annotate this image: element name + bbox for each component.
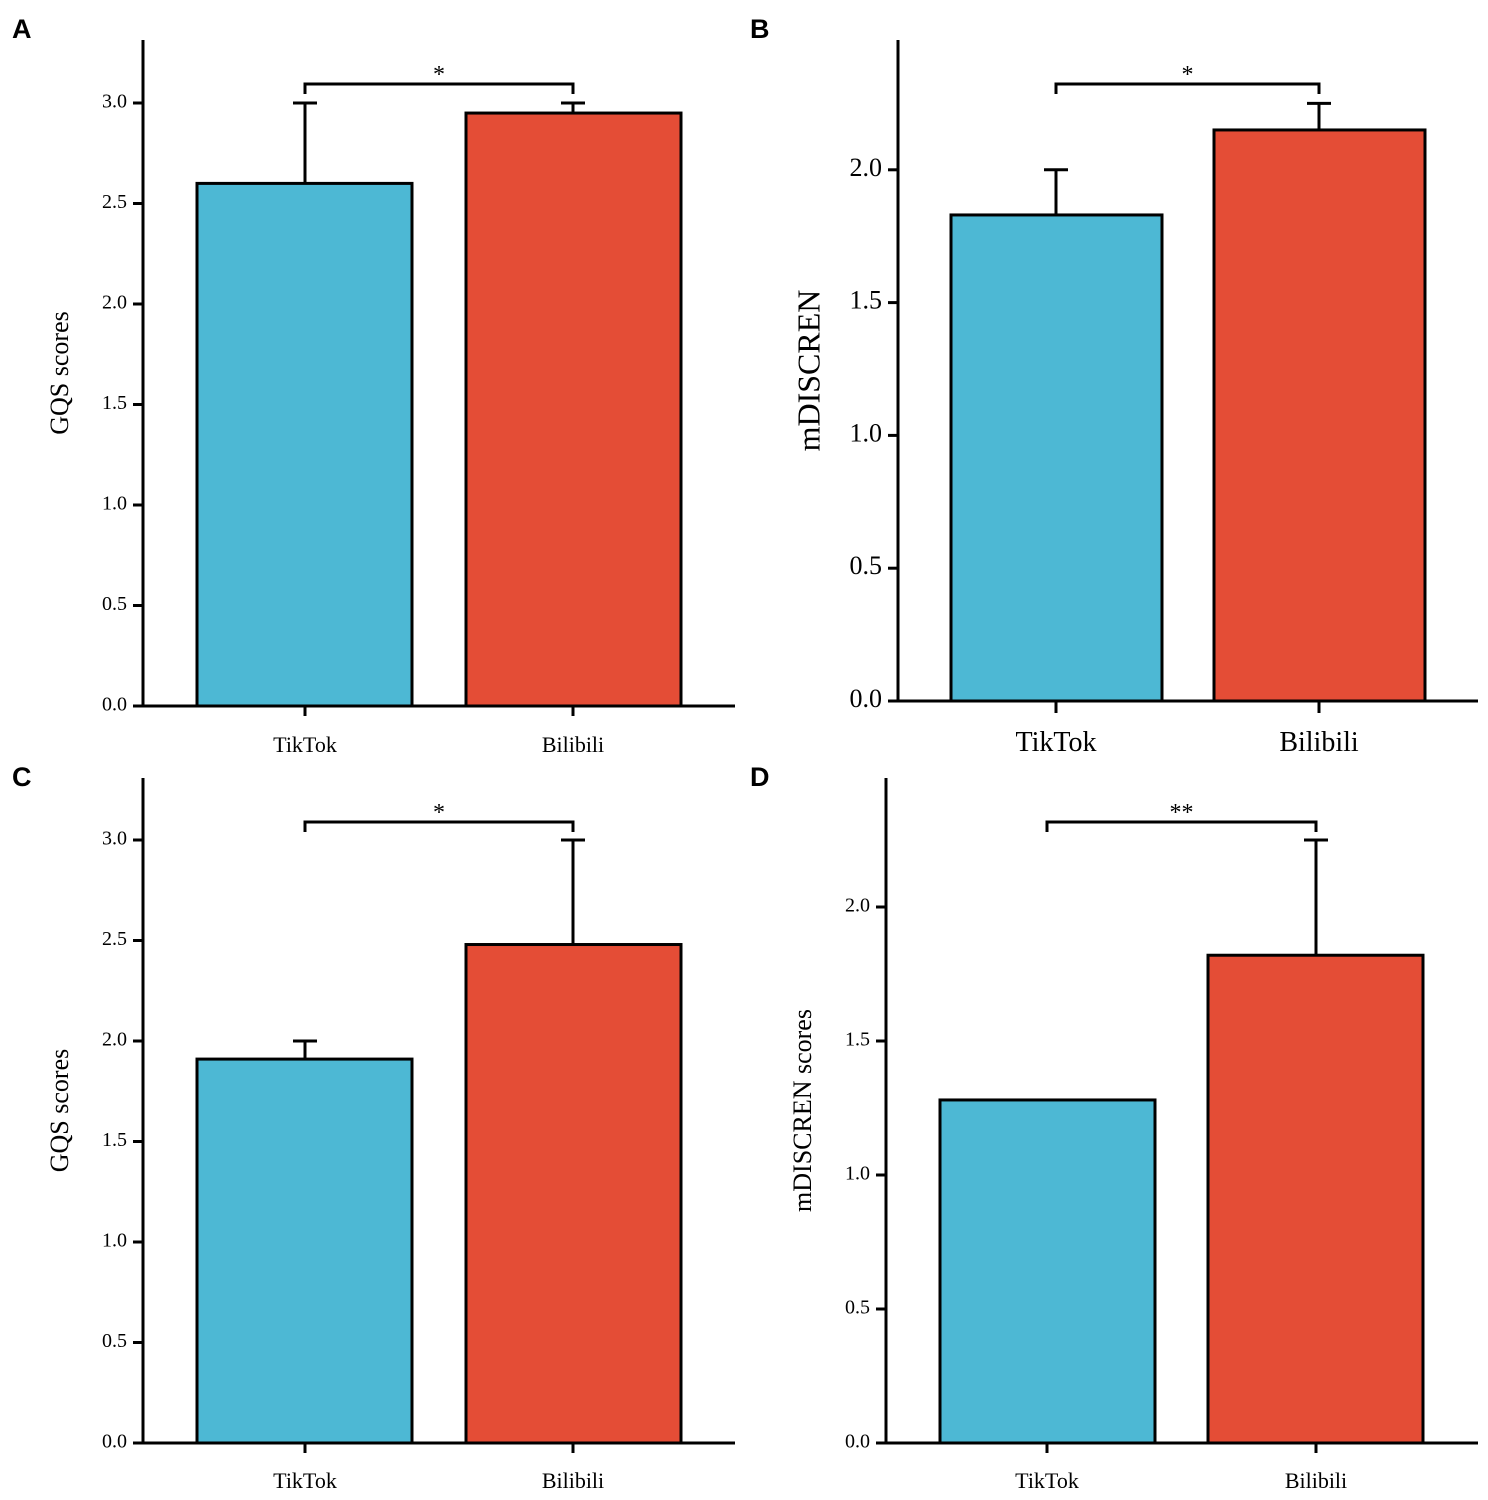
- panel-letter: D: [750, 762, 770, 792]
- panel-b: B 0.0 0.5 1.0 1.5 2.0 mDISCREN TikTok Bilibili *: [750, 14, 1478, 758]
- significance-label: *: [1182, 62, 1194, 88]
- bar-tiktok: [195, 181, 414, 708]
- y-tick-label: 1.0: [102, 493, 127, 515]
- error-bar-bilibili: [1307, 101, 1331, 130]
- y-tick-label: 2.0: [102, 1029, 127, 1051]
- y-tick-label: 2.5: [102, 928, 127, 950]
- panel-letter: C: [12, 762, 32, 792]
- y-tick-label: 1.5: [845, 1029, 870, 1051]
- bar-bilibili: [1212, 128, 1427, 703]
- panel-d: D 0.0 0.5 1.0 1.5 2.0 mDISCREN scores TikTok Bil…: [750, 762, 1478, 1493]
- significance-label: *: [433, 800, 445, 826]
- x-tick-label-bilibili: Bilibili: [1285, 1468, 1347, 1493]
- bar-bilibili: [464, 943, 683, 1445]
- y-tick-label: 2.0: [850, 153, 883, 182]
- significance-bracket: **: [1045, 800, 1318, 832]
- y-tick-label: 0.5: [102, 593, 127, 615]
- significance-line: [303, 82, 575, 94]
- y-tick-label: 3.0: [102, 91, 127, 113]
- significance-line: [303, 820, 575, 832]
- y-tick-label: 2.0: [845, 895, 870, 917]
- y-tick-label: 0.5: [850, 551, 883, 580]
- y-tick-label: 1.0: [845, 1163, 870, 1185]
- y-tick-label: 2.0: [102, 292, 127, 314]
- significance-bracket: *: [1054, 62, 1321, 94]
- y-tick-label: 2.5: [102, 191, 127, 213]
- significance-bracket: *: [303, 800, 575, 832]
- y-axis-title: GQS scores: [45, 311, 74, 435]
- x-tick-label-tiktok: TikTok: [273, 732, 337, 757]
- y-tick-label: 0.0: [102, 694, 127, 716]
- x-tick-label-tiktok: TikTok: [1015, 727, 1096, 758]
- panel-a: A 0.0 0.5 1.0 1.5 2.0 2.5 3.0 GQS scores TikTok Bi…: [12, 14, 735, 757]
- y-tick-label: 0.0: [102, 1431, 127, 1453]
- y-tick-label: 0.0: [845, 1431, 870, 1453]
- x-tick-label-tiktok: TikTok: [273, 1468, 337, 1493]
- y-tick-label: 0.5: [102, 1330, 127, 1352]
- error-bar-bilibili: [561, 838, 585, 945]
- y-tick-label: 1.0: [102, 1230, 127, 1252]
- significance-label: **: [1170, 800, 1194, 826]
- y-axis-title: mDISCREN scores: [788, 1009, 817, 1212]
- x-tick-label-bilibili: Bilibili: [542, 1468, 604, 1493]
- error-bar-bilibili: [1304, 838, 1328, 956]
- y-axis-title: mDISCREN: [790, 290, 826, 452]
- y-tick-label: 0.0: [850, 684, 883, 713]
- x-tick-label-tiktok: TikTok: [1015, 1468, 1079, 1493]
- y-tick-label: 1.0: [850, 418, 883, 447]
- x-tick-label-bilibili: Bilibili: [1279, 727, 1359, 758]
- y-tick-label: 3.0: [102, 828, 127, 850]
- y-tick-label: 1.5: [102, 392, 127, 414]
- bar-tiktok: [195, 1057, 414, 1445]
- error-bar-tiktok: [1044, 168, 1068, 215]
- significance-label: *: [433, 62, 445, 88]
- bar-tiktok: [949, 213, 1164, 703]
- y-tick-label: 1.5: [850, 286, 883, 315]
- panel-letter: B: [750, 14, 770, 44]
- y-tick-label: 1.5: [102, 1129, 127, 1151]
- y-axis-title: GQS scores: [45, 1049, 74, 1173]
- bar-bilibili: [1206, 953, 1425, 1445]
- significance-line: [1045, 820, 1318, 832]
- y-tick-label: 0.5: [845, 1297, 870, 1319]
- bar-tiktok: [938, 1098, 1157, 1445]
- significance-bracket: *: [303, 62, 575, 94]
- significance-line: [1054, 82, 1321, 94]
- error-bar-tiktok: [293, 101, 317, 184]
- error-bar-tiktok: [293, 1039, 317, 1060]
- error-bar-bilibili: [561, 101, 585, 114]
- panel-c: C 0.0 0.5 1.0 1.5 2.0 2.5 3.0 GQS scores TikTok Bi…: [12, 762, 735, 1493]
- x-tick-label-bilibili: Bilibili: [542, 732, 604, 757]
- panel-letter: A: [12, 14, 32, 44]
- bar-bilibili: [464, 111, 683, 708]
